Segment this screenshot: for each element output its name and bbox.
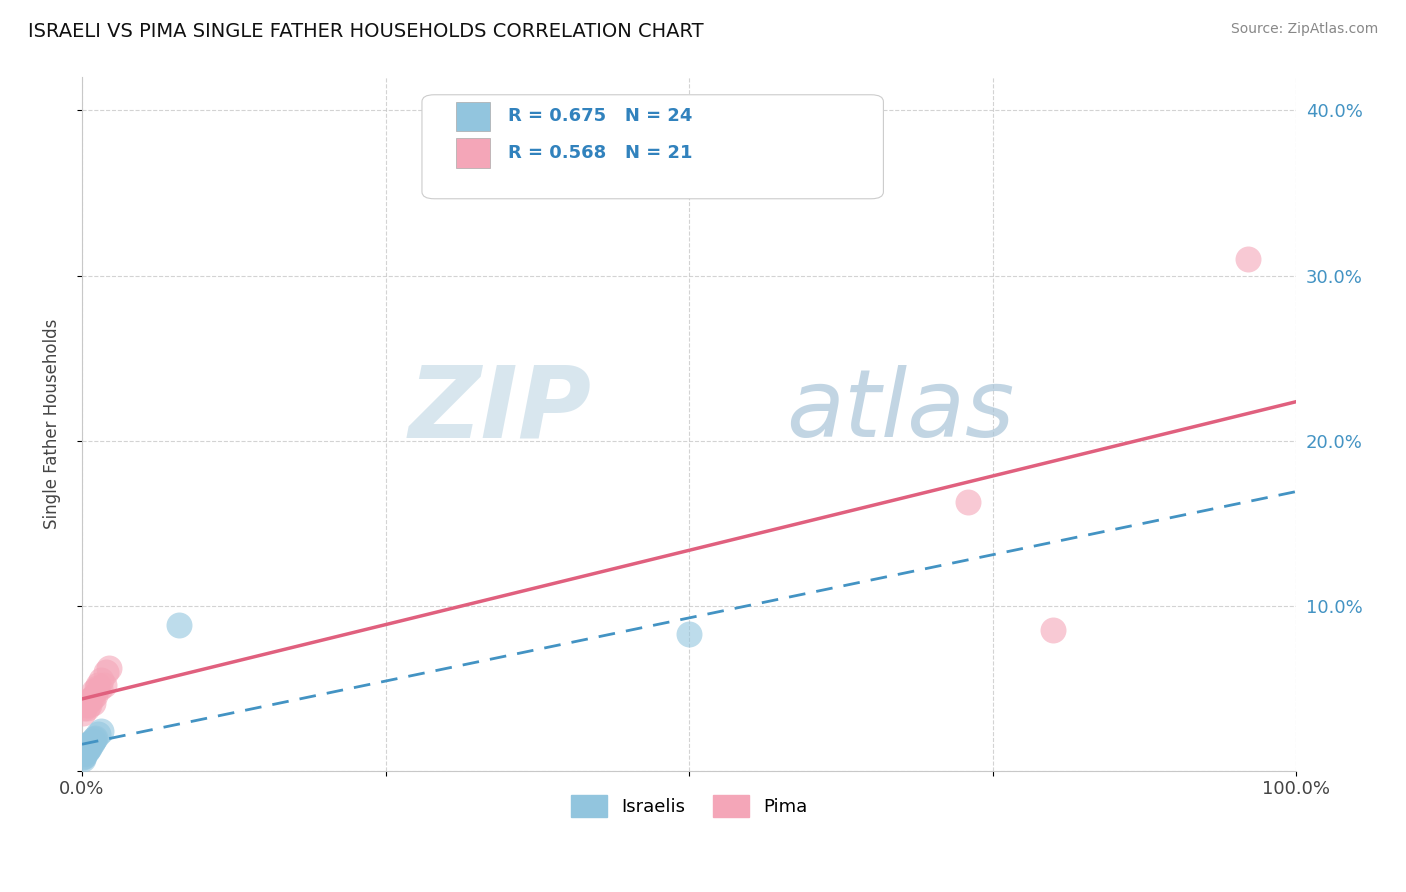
Point	[97, 661, 120, 675]
Point	[73, 748, 96, 763]
Point	[90, 673, 112, 687]
Point	[1042, 624, 1064, 638]
Point	[76, 744, 98, 758]
Point	[79, 739, 101, 753]
Point	[76, 739, 98, 753]
FancyBboxPatch shape	[456, 138, 489, 168]
Point	[93, 678, 115, 692]
Point	[87, 727, 110, 741]
Point	[87, 678, 110, 692]
Point	[82, 734, 104, 748]
Point	[76, 701, 98, 715]
Point	[77, 742, 100, 756]
Point	[678, 626, 700, 640]
Point	[79, 692, 101, 706]
Text: ISRAELI VS PIMA SINGLE FATHER HOUSEHOLDS CORRELATION CHART: ISRAELI VS PIMA SINGLE FATHER HOUSEHOLDS…	[28, 22, 704, 41]
Point	[73, 747, 96, 762]
Point	[167, 618, 190, 632]
Point	[89, 681, 111, 695]
FancyBboxPatch shape	[456, 102, 489, 131]
Point	[73, 746, 96, 760]
Point	[90, 724, 112, 739]
Point	[75, 742, 97, 756]
Point	[83, 732, 105, 747]
Point	[96, 665, 118, 679]
Y-axis label: Single Father Households: Single Father Households	[44, 318, 60, 529]
Text: Source: ZipAtlas.com: Source: ZipAtlas.com	[1230, 22, 1378, 37]
Point	[73, 701, 96, 715]
Point	[75, 744, 97, 758]
Point	[77, 737, 100, 751]
Point	[75, 740, 97, 755]
Point	[957, 494, 980, 508]
Point	[1236, 252, 1258, 266]
Legend: Israelis, Pima: Israelis, Pima	[564, 788, 814, 824]
Point	[80, 691, 103, 706]
Point	[77, 698, 100, 712]
Point	[72, 752, 94, 766]
Point	[77, 694, 100, 708]
Text: ZIP: ZIP	[409, 361, 592, 458]
Text: atlas: atlas	[786, 365, 1015, 456]
Point	[79, 736, 101, 750]
Point	[77, 740, 100, 755]
Text: R = 0.675   N = 24: R = 0.675 N = 24	[508, 107, 693, 125]
Point	[75, 698, 97, 712]
Point	[72, 706, 94, 720]
Point	[83, 684, 105, 698]
Point	[82, 696, 104, 710]
Point	[84, 688, 107, 702]
Text: R = 0.568   N = 21: R = 0.568 N = 21	[508, 144, 693, 162]
Point	[77, 737, 100, 751]
Point	[80, 736, 103, 750]
Point	[84, 731, 107, 745]
Point	[72, 750, 94, 764]
Point	[86, 681, 108, 695]
FancyBboxPatch shape	[422, 95, 883, 199]
